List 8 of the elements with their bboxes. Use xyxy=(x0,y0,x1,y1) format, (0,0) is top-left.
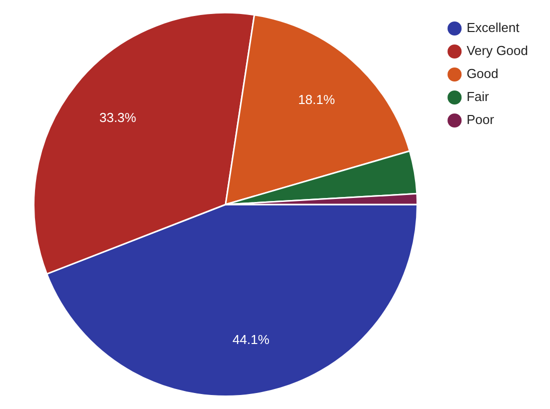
legend-label: Poor xyxy=(466,112,495,128)
data-label: 18.1% xyxy=(298,92,336,108)
legend-label: Very Good xyxy=(466,43,528,58)
legend-label: Fair xyxy=(466,89,490,104)
legend-label: Excellent xyxy=(466,20,520,36)
data-label: 44.1% xyxy=(232,332,270,347)
data-label: 33.3% xyxy=(99,110,137,125)
legend-label: Good xyxy=(466,66,498,82)
